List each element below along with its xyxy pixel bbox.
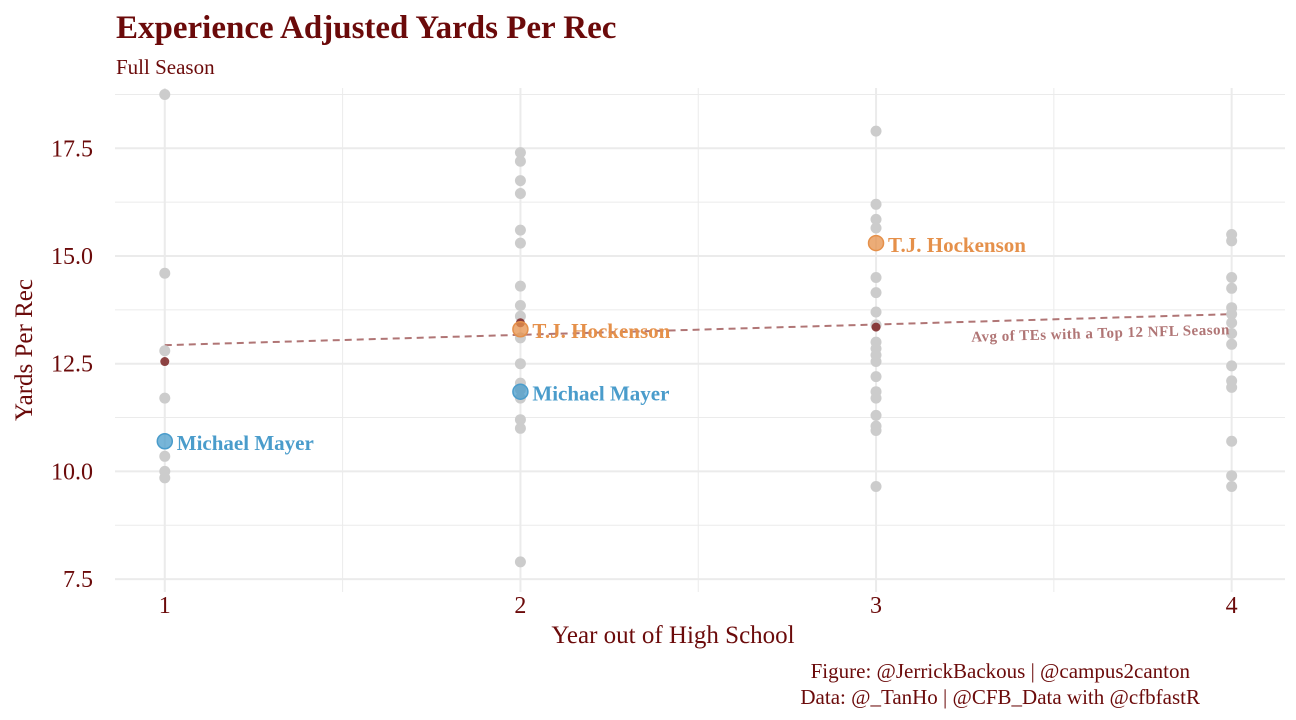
- background-point: [1226, 328, 1238, 340]
- series-0: Michael Mayer Michael Mayer: [156, 382, 669, 455]
- background-point: [870, 198, 882, 210]
- y-tick-label: 7.5: [63, 567, 93, 593]
- background-point: [1226, 272, 1238, 284]
- y-tick-label: 10.0: [51, 459, 93, 485]
- background-point: [159, 472, 171, 484]
- background-point: [1226, 480, 1238, 492]
- background-point: [1226, 338, 1238, 350]
- background-point: [514, 188, 526, 200]
- series-point: [867, 234, 885, 252]
- chart-subtitle: Full Season: [116, 55, 215, 79]
- background-point: [1226, 235, 1238, 247]
- avg-point: [871, 322, 881, 332]
- caption-data-credit: Data: @_TanHo | @CFB_Data with @cfbfastR: [800, 685, 1200, 709]
- background-point: [1226, 282, 1238, 294]
- background-point: [514, 147, 526, 159]
- background-point: [870, 287, 882, 299]
- background-point: [514, 556, 526, 568]
- background-point: [514, 414, 526, 426]
- background-point: [1226, 360, 1238, 372]
- background-point: [870, 424, 882, 436]
- y-tick-label: 17.5: [51, 136, 93, 162]
- background-point: [870, 409, 882, 421]
- background-point: [1226, 470, 1238, 482]
- avg-trend-line: [164, 313, 1232, 347]
- background-point: [514, 175, 526, 187]
- axis-ticks: 1 2 3 4 7.5 10.0 12.5 15.0 17.5: [51, 136, 1238, 619]
- background-point: [1226, 317, 1238, 329]
- y-tick-label: 15.0: [51, 244, 93, 270]
- x-tick-label: 3: [870, 593, 882, 619]
- series-point-label: T.J. Hockenson: [532, 319, 670, 343]
- background-point: [159, 345, 171, 357]
- series-point-label: T.J. Hockenson: [888, 233, 1026, 257]
- background-point: [870, 125, 882, 137]
- background-point: [870, 222, 882, 234]
- background-point: [870, 480, 882, 492]
- series-point: [156, 432, 174, 450]
- background-point: [870, 392, 882, 404]
- series-point-label: Michael Mayer: [177, 431, 314, 455]
- background-point: [514, 300, 526, 312]
- chart-title: Experience Adjusted Yards Per Rec: [116, 10, 616, 46]
- background-point: [514, 237, 526, 249]
- background-point: [1226, 435, 1238, 447]
- highlight-series: Michael Mayer Michael Mayer T.J. Hockenson…: [156, 233, 1026, 455]
- background-point: [514, 358, 526, 370]
- x-tick-label: 1: [159, 593, 171, 619]
- background-point: [514, 310, 526, 322]
- avg-trend-label: Avg of TEs with a Top 12 NFL Season: [971, 322, 1230, 346]
- background-point: [870, 371, 882, 383]
- background-point: [1226, 381, 1238, 393]
- series-point-label: Michael Mayer: [532, 382, 669, 406]
- y-axis-title: Yards Per Rec: [11, 279, 38, 421]
- x-tick-label: 2: [514, 593, 526, 619]
- x-axis-title: Year out of High School: [551, 622, 794, 649]
- background-point: [159, 88, 171, 100]
- y-tick-label: 12.5: [51, 352, 93, 378]
- background-point: [514, 224, 526, 236]
- x-tick-label: 4: [1226, 593, 1238, 619]
- background-point: [870, 213, 882, 225]
- series-point: [512, 320, 529, 338]
- background-point: [514, 422, 526, 434]
- series-1: T.J. Hockenson T.J. Hockenson: [512, 233, 1026, 343]
- background-point: [514, 155, 526, 167]
- background-points: [159, 88, 1238, 568]
- background-point: [159, 450, 171, 462]
- avg-point: [160, 357, 170, 367]
- background-point: [1226, 308, 1238, 320]
- caption-figure-credit: Figure: @JerrickBackous | @campus2canton: [811, 659, 1191, 683]
- series-point: [512, 383, 529, 400]
- background-point: [870, 272, 882, 284]
- background-point: [870, 306, 882, 318]
- background-point: [870, 356, 882, 368]
- background-point: [159, 392, 171, 404]
- background-point: [514, 280, 526, 292]
- background-point: [159, 267, 171, 279]
